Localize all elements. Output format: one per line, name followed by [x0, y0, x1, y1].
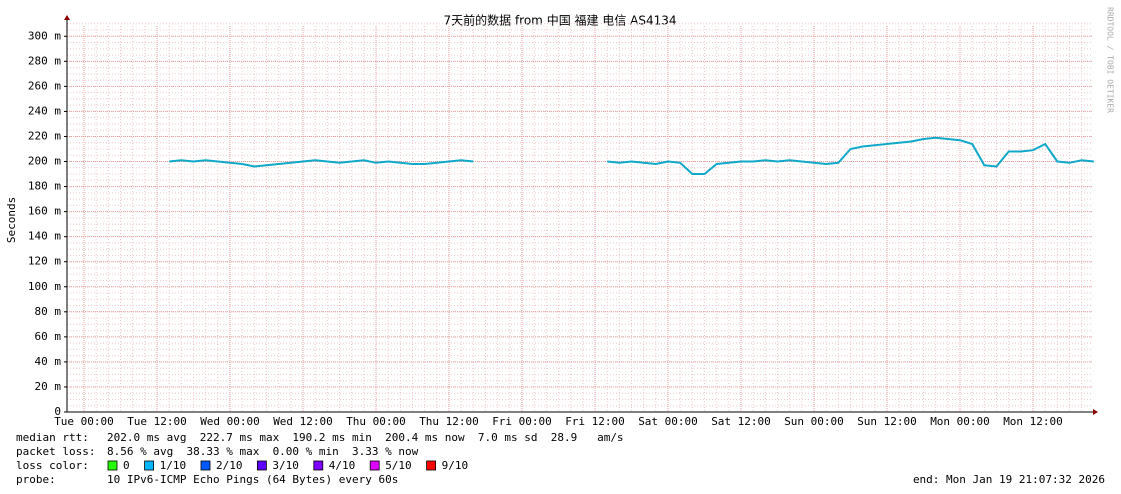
legend-label: 5/10: [385, 459, 412, 472]
x-tick-label: Thu 00:00: [346, 415, 406, 428]
x-tick-label: Tue 00:00: [54, 415, 114, 428]
y-tick-label: 200 m: [28, 155, 61, 168]
x-tick-label: Fri 00:00: [492, 415, 552, 428]
y-tick-label: 300 m: [28, 29, 61, 42]
chart-title: 7天前的数据 from 中国 福建 电信 AS4134: [444, 13, 677, 28]
x-tick-label: Sat 12:00: [711, 415, 771, 428]
y-tick-label: 240 m: [28, 104, 61, 117]
legend-swatch: [313, 460, 324, 471]
legend-swatch: [107, 460, 118, 471]
x-tick-label: Tue 12:00: [127, 415, 187, 428]
loss-color-label: loss color:: [16, 459, 89, 472]
legend-label: 9/10: [442, 459, 469, 472]
side-text: RRDTOOL / TOBI OETIKER: [1106, 7, 1115, 113]
x-tick-label: Mon 12:00: [1003, 415, 1063, 428]
legend-swatch: [369, 460, 380, 471]
x-tick-label: Sun 00:00: [784, 415, 844, 428]
y-tick-label: 280 m: [28, 54, 61, 67]
x-tick-label: Sat 00:00: [638, 415, 698, 428]
legend-label: 4/10: [329, 459, 356, 472]
legend-label: 0: [123, 459, 130, 472]
y-tick-label: 100 m: [28, 280, 61, 293]
legend-swatch: [144, 460, 155, 471]
legend-swatch: [426, 460, 437, 471]
probe-text: 10 IPv6-ICMP Echo Pings (64 Bytes) every…: [107, 473, 398, 486]
probe-label: probe:: [16, 473, 56, 486]
legend-swatch: [200, 460, 211, 471]
y-tick-label: 180 m: [28, 180, 61, 193]
y-tick-label: 0: [54, 405, 61, 418]
y-tick-label: 20 m: [35, 380, 62, 393]
y-tick-label: 120 m: [28, 255, 61, 268]
legend-label: 1/10: [160, 459, 187, 472]
y-tick-label: 40 m: [35, 355, 62, 368]
stat-label: median rtt:: [16, 431, 89, 444]
y-axis-label: Seconds: [5, 197, 18, 243]
y-tick-label: 160 m: [28, 205, 61, 218]
x-tick-label: Sun 12:00: [857, 415, 917, 428]
legend-label: 3/10: [272, 459, 299, 472]
line-series: [169, 136, 1094, 175]
axis-arrow: [1093, 409, 1098, 415]
y-tick-label: 220 m: [28, 129, 61, 142]
end-text: end: Mon Jan 19 21:07:32 2026: [913, 473, 1105, 486]
x-tick-label: Wed 12:00: [273, 415, 333, 428]
x-tick-label: Wed 00:00: [200, 415, 260, 428]
y-tick-label: 80 m: [35, 305, 62, 318]
x-tick-label: Thu 12:00: [419, 415, 479, 428]
stat-label: packet loss:: [16, 445, 95, 458]
legend-swatch: [256, 460, 267, 471]
y-tick-label: 260 m: [28, 79, 61, 92]
x-tick-label: Mon 00:00: [930, 415, 990, 428]
y-tick-label: 60 m: [35, 330, 62, 343]
x-tick-label: Fri 12:00: [565, 415, 625, 428]
stat-text: 8.56 % avg 38.33 % max 0.00 % min 3.33 %…: [107, 445, 419, 458]
legend-label: 2/10: [216, 459, 243, 472]
y-tick-label: 140 m: [28, 230, 61, 243]
stat-text: 202.0 ms avg 222.7 ms max 190.2 ms min 2…: [107, 431, 624, 444]
axis-arrow: [64, 15, 70, 20]
